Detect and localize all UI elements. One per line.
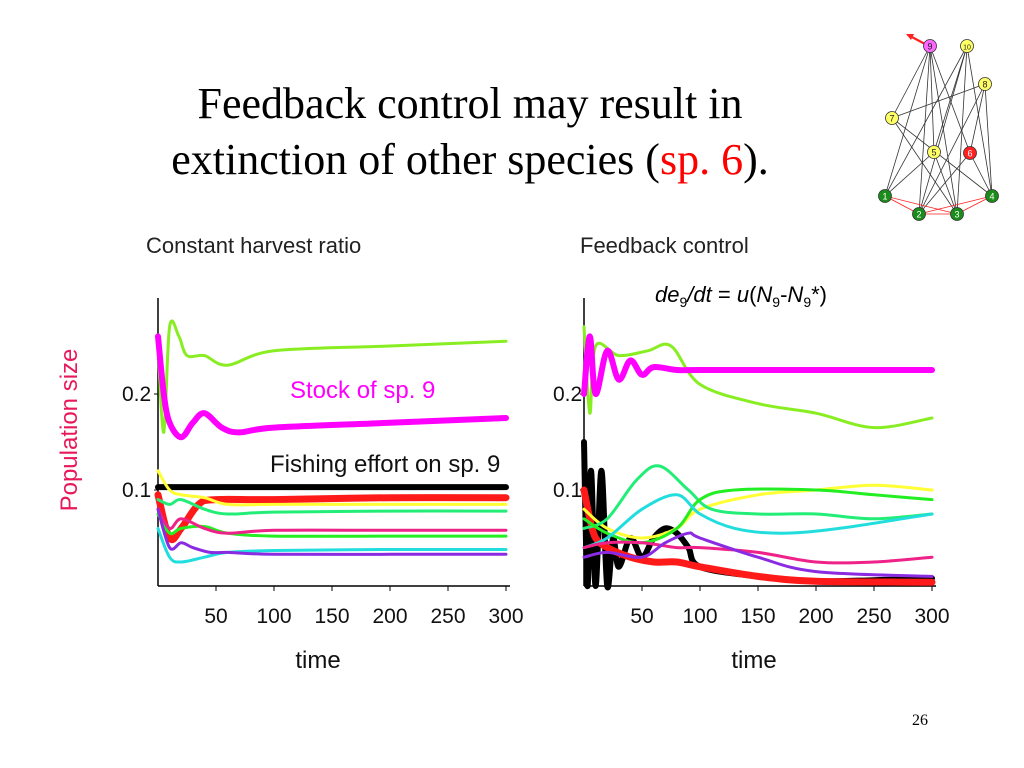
food-web-node-6: 6 <box>963 146 977 160</box>
chart-2-plot: 50 100 150 200 250 300 0.1 0.2 time <box>553 298 950 674</box>
stock-annotation: Stock of sp. 9 <box>290 377 435 404</box>
chart-2-series-10 <box>582 531 934 578</box>
svg-text:1: 1 <box>882 192 887 202</box>
chart-1-x-label: time <box>295 647 340 674</box>
chart-2-formula: de9/dt = u(N9-N9*) <box>655 282 827 310</box>
title-highlight-species: sp. 6 <box>659 135 744 184</box>
svg-text:4: 4 <box>989 192 994 202</box>
food-web-edges <box>884 45 993 215</box>
x-tick-label: 150 <box>740 605 775 628</box>
y-tick-label: 0.1 <box>122 479 151 502</box>
svg-text:3: 3 <box>954 210 959 220</box>
food-web-node-8: 8 <box>978 77 992 91</box>
chart-1-series-4 <box>154 491 510 544</box>
svg-text:8: 8 <box>982 80 987 90</box>
title-line-2: extinction of other species (sp. 6). <box>100 132 840 188</box>
food-web-node-9: 9 <box>923 39 937 53</box>
chart-2-title: Feedback control <box>580 233 749 258</box>
chart-2-series-2 <box>581 333 935 398</box>
svg-text:5: 5 <box>931 148 936 158</box>
chart-2-series-1 <box>582 325 934 430</box>
chart-2-series-7 <box>582 487 934 545</box>
chart-1-series-7 <box>156 512 508 538</box>
title-line-2-pre: extinction of other species ( <box>171 135 660 184</box>
chart-1-plot: 50 100 150 200 250 300 0.1 0.2 time <box>122 298 524 674</box>
chart-1-title: Constant harvest ratio <box>146 233 361 258</box>
chart-2-series-4 <box>580 486 936 586</box>
page-number: 26 <box>912 712 928 729</box>
svg-text:6: 6 <box>967 149 972 159</box>
x-tick-label: 200 <box>798 605 833 628</box>
chart-1-series-2 <box>155 333 509 441</box>
food-web-node-2: 2 <box>912 207 926 221</box>
food-web-node-3: 3 <box>950 207 964 221</box>
x-tick-label: 50 <box>204 605 227 628</box>
food-web-nodes: 1 2 3 4 5 6 7 8 9 10 <box>878 39 999 221</box>
chart-2-series-8 <box>582 493 934 550</box>
y-tick-label: 0.2 <box>553 383 582 406</box>
food-web-node-10: 10 <box>960 39 974 53</box>
y-tick-label: 0.2 <box>122 383 151 406</box>
chart-1-series-9 <box>156 526 508 564</box>
food-web-node-4: 4 <box>985 189 999 203</box>
chart-1-series-6 <box>156 498 508 516</box>
x-tick-label: 200 <box>372 605 407 628</box>
x-tick-label: 100 <box>256 605 291 628</box>
x-tick-label: 50 <box>630 605 653 628</box>
chart-2-series-9 <box>582 540 934 565</box>
title-line-1: Feedback control may result in <box>197 79 743 128</box>
svg-text:9: 9 <box>927 42 932 52</box>
svg-text:7: 7 <box>889 114 894 124</box>
chart-2-x-label: time <box>731 647 776 674</box>
food-web-diagram: 1 2 3 4 5 6 7 8 9 10 <box>878 34 999 221</box>
svg-text:2: 2 <box>916 210 921 220</box>
x-tick-label: 300 <box>488 605 523 628</box>
x-tick-label: 250 <box>430 605 465 628</box>
x-tick-label: 300 <box>914 605 949 628</box>
food-web-node-1: 1 <box>878 189 892 203</box>
chart-1-series-10 <box>156 507 508 556</box>
y-tick-label: 0.1 <box>553 479 582 502</box>
food-web-node-5: 5 <box>927 145 941 159</box>
x-tick-label: 150 <box>314 605 349 628</box>
chart-1-series-5 <box>156 469 508 507</box>
slide-title: Feedback control may result in extinctio… <box>100 76 840 188</box>
title-line-2-post: ). <box>743 135 769 184</box>
harvest-arrow-icon <box>906 34 926 45</box>
food-web-node-7: 7 <box>885 111 899 125</box>
x-tick-label: 100 <box>682 605 717 628</box>
y-axis-label: Population size <box>56 348 83 512</box>
chart-1-series-8 <box>156 507 508 535</box>
fishing-effort-annotation: Fishing effort on sp. 9 <box>270 451 500 478</box>
chart-2-series-6 <box>582 464 934 530</box>
x-tick-label: 250 <box>856 605 891 628</box>
svg-text:10: 10 <box>963 45 971 52</box>
